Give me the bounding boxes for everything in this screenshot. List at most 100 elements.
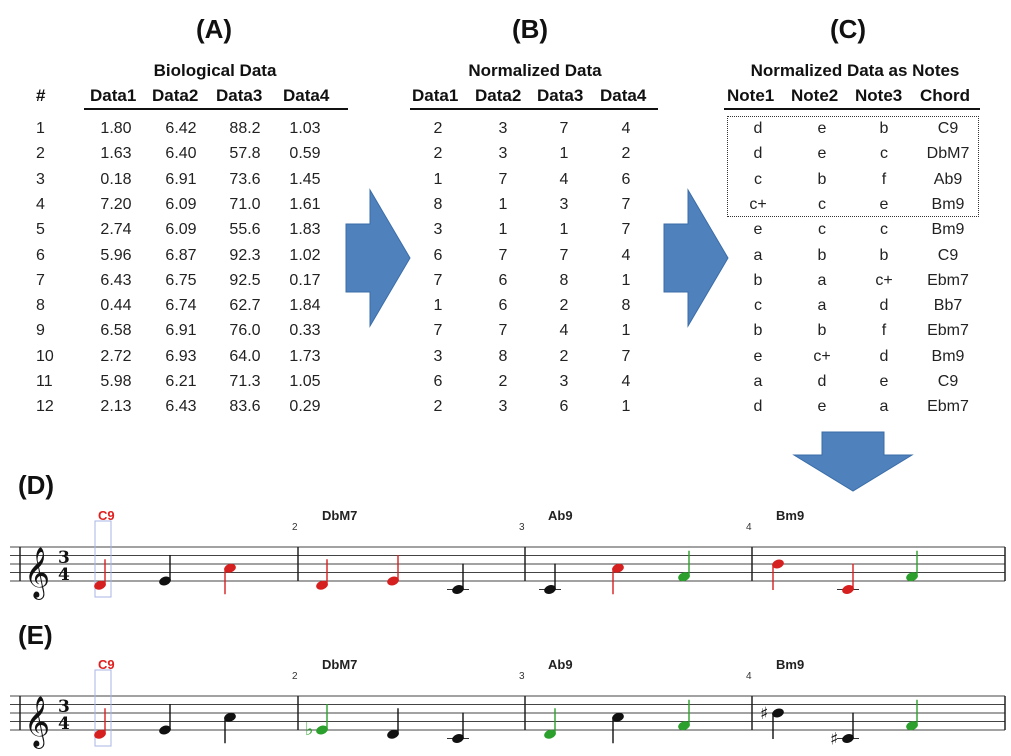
table-a-cell: 0.33	[289, 322, 321, 340]
table-a-cell: 83.6	[229, 398, 261, 416]
table-b-cell: 4	[559, 322, 569, 340]
table-c-cell: c	[818, 221, 826, 239]
table-a-cell: 0.59	[289, 145, 321, 163]
note-head	[452, 584, 464, 595]
table-b-cell: 7	[621, 195, 631, 213]
panel-label-c: (C)	[830, 14, 867, 44]
table-a-header-2: Data2	[152, 86, 199, 105]
table-c-cell: d	[817, 373, 827, 390]
table-a-cell: 6.74	[165, 297, 197, 315]
table-a-cell: 0.17	[289, 271, 321, 289]
table-a-cell: 7.20	[100, 195, 132, 213]
table-b-cell: 7	[559, 246, 569, 264]
table-a-cell: 6.75	[165, 271, 197, 289]
table-b-cell: 2	[433, 145, 443, 163]
table-b-cell: 4	[621, 246, 631, 264]
table-b-cell: 3	[498, 145, 508, 163]
table-a-cell: 71.3	[229, 373, 261, 390]
table-a-cell: 62.7	[229, 297, 261, 315]
table-a-cell: 1.63	[100, 145, 132, 163]
table-c-cell: b	[817, 170, 827, 188]
measure-number: 4	[746, 522, 752, 533]
table-b-cell: 7	[559, 120, 569, 137]
table-b-cell: 6	[621, 170, 631, 188]
note-head	[612, 563, 624, 573]
table-b-cell: 3	[498, 120, 508, 137]
table-c-cell: Bb7	[933, 297, 963, 315]
table-b-header-2: Data2	[475, 86, 522, 105]
table-c-cell: Ebm7	[927, 271, 969, 289]
table-a-cell: 6.09	[165, 221, 197, 239]
chord-symbol: C9	[98, 508, 115, 523]
table-c-cell: c+	[749, 195, 767, 213]
note-head	[612, 712, 624, 722]
table-c-cell: a	[753, 373, 763, 390]
table-a-cell: 6.43	[100, 271, 132, 289]
chord-symbol: Ab9	[548, 657, 573, 672]
table-c-cell: C9	[937, 246, 959, 264]
table-c-cell: a	[879, 398, 889, 416]
table-a-cell: 88.2	[229, 120, 261, 137]
table-a-cell: 73.6	[229, 170, 261, 188]
measure-number: 4	[746, 671, 752, 682]
table-a-cell: 1.84	[289, 297, 321, 315]
table-a-cell: 0.18	[100, 170, 132, 188]
table-a-cell: 0.44	[100, 297, 132, 315]
table-c-cell: d	[879, 347, 889, 365]
table-a-cell: 1.73	[289, 347, 321, 365]
note-head	[842, 584, 854, 595]
table-a-cell: 1.80	[100, 120, 132, 137]
note-head	[906, 721, 918, 731]
table-b-cell: 4	[621, 373, 631, 390]
table-c-cell: b	[817, 322, 827, 340]
table-a-cell: 92.3	[229, 246, 261, 264]
measure-number: 3	[519, 522, 525, 533]
treble-clef-icon: 𝄞	[24, 547, 50, 600]
table-a-rule	[84, 108, 348, 110]
table-c-cell: Bm9	[931, 347, 965, 365]
table-a-header-3: Data3	[216, 86, 263, 105]
table-c-cell: d	[753, 398, 763, 416]
panel-label-e: (E)	[18, 620, 53, 650]
time-signature-top: 3	[58, 697, 70, 717]
table-c-cell: b	[753, 271, 763, 289]
table-a-cell: 1	[36, 120, 45, 137]
table-c-cell: DbM7	[926, 145, 970, 163]
table-b-cell: 2	[621, 145, 631, 163]
note-head	[316, 725, 328, 735]
table-a-cell: 6.43	[165, 398, 197, 416]
note-head	[94, 580, 106, 590]
table-c-cell: c	[880, 221, 888, 239]
measure-number: 2	[292, 671, 298, 682]
table-a-cell: 5.98	[100, 373, 132, 390]
table-a-cell: 6.93	[165, 347, 197, 365]
table-b-cell: 1	[559, 221, 569, 239]
table-a-cell: 1.45	[289, 170, 321, 188]
table-c-cell: a	[817, 271, 827, 289]
table-b-cell: 1	[498, 195, 508, 213]
table-b-cell: 3	[433, 347, 443, 365]
table-a-cell: 2.13	[100, 398, 132, 416]
table-c-cell: c	[754, 170, 762, 188]
table-b-cell: 4	[559, 170, 569, 188]
table-b-cell: 3	[559, 195, 569, 213]
table-c-cell: e	[753, 221, 763, 239]
note-head	[544, 584, 556, 595]
table-b-title: Normalized Data	[468, 61, 602, 80]
sharp-icon: ♯	[760, 704, 768, 724]
table-b-header-1: Data1	[412, 86, 459, 105]
table-a-cell: 2.74	[100, 221, 132, 239]
table-c-cell: e	[753, 347, 763, 365]
first-four-rows-highlight	[727, 116, 979, 217]
table-b-cell: 7	[433, 322, 443, 340]
table-b-cell: 6	[498, 271, 508, 289]
chord-symbol: Bm9	[776, 657, 804, 672]
treble-clef-icon: 𝄞	[24, 696, 50, 749]
table-a-cell: 10	[36, 347, 54, 365]
table-b-cell: 1	[498, 221, 508, 239]
table-c-cell: e	[817, 398, 827, 416]
table-c-cell: f	[881, 322, 887, 340]
table-b-cell: 6	[559, 398, 569, 416]
